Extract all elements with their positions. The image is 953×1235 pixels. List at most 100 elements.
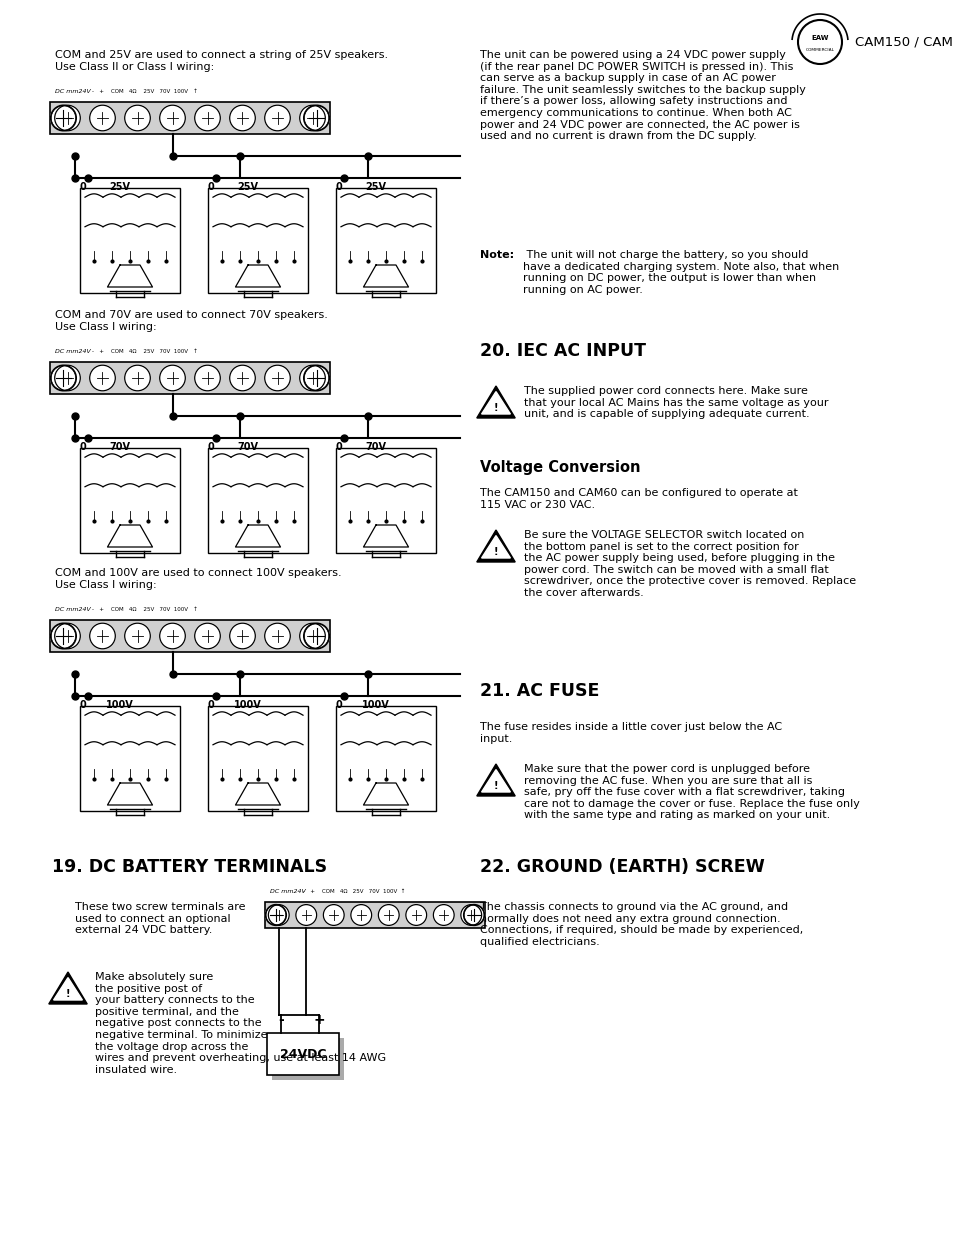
Circle shape [351, 904, 372, 925]
Circle shape [264, 366, 290, 390]
Circle shape [51, 105, 76, 131]
Circle shape [323, 904, 344, 925]
Text: 24VDC: 24VDC [279, 1047, 326, 1061]
Polygon shape [476, 387, 515, 417]
Circle shape [230, 105, 255, 131]
Text: COM and 100V are used to connect 100V speakers.
Use Class I wiring:: COM and 100V are used to connect 100V sp… [55, 568, 341, 589]
Circle shape [303, 624, 329, 648]
Bar [208, 448, 308, 553]
Circle shape [463, 904, 484, 925]
Circle shape [460, 904, 481, 925]
Text: The supplied power cord connects here. Make sure
that your local AC Mains has th: The supplied power cord connects here. M… [523, 387, 827, 419]
Circle shape [299, 366, 325, 390]
Circle shape [268, 904, 289, 925]
Text: 0: 0 [335, 182, 342, 191]
Circle shape [125, 624, 151, 648]
Text: 25V: 25V [110, 182, 131, 191]
Text: -: - [278, 1013, 284, 1028]
Circle shape [125, 366, 151, 390]
Text: 100V: 100V [106, 700, 133, 710]
Text: 0: 0 [208, 442, 214, 452]
Text: These two screw terminals are
used to connect an optional
external 24 VDC batter: These two screw terminals are used to co… [75, 902, 245, 935]
Text: 70V: 70V [237, 442, 258, 452]
Polygon shape [108, 525, 152, 547]
Bar [50, 362, 330, 394]
Bar [50, 620, 330, 652]
Text: -   +    COM   4Ω   25V   70V  100V  ↑: - + COM 4Ω 25V 70V 100V ↑ [303, 889, 405, 894]
Text: The unit can be powered using a 24 VDC power supply
(if the rear panel DC POWER : The unit can be powered using a 24 VDC p… [479, 49, 805, 141]
Circle shape [54, 105, 80, 131]
Circle shape [264, 105, 290, 131]
Text: Make sure that the power cord is unplugged before
removing the AC fuse. When you: Make sure that the power cord is unplugg… [523, 764, 859, 820]
Text: 22. GROUND (EARTH) SCREW: 22. GROUND (EARTH) SCREW [479, 858, 764, 876]
Text: CAM150 / CAM60 – 7: CAM150 / CAM60 – 7 [854, 36, 953, 48]
Text: 100V: 100V [233, 700, 262, 710]
Text: 20. IEC AC INPUT: 20. IEC AC INPUT [479, 342, 645, 359]
Circle shape [159, 366, 185, 390]
Bar [267, 1032, 338, 1074]
Text: 0: 0 [79, 182, 87, 191]
Text: DC mm24V: DC mm24V [55, 89, 91, 94]
Text: The chassis connects to ground via the AC ground, and
normally does not need any: The chassis connects to ground via the A… [479, 902, 802, 947]
Circle shape [265, 904, 286, 925]
Text: COMMERCIAL: COMMERCIAL [804, 48, 834, 52]
Text: -   +    COM   4Ω    25V   70V  100V   ↑: - + COM 4Ω 25V 70V 100V ↑ [91, 606, 197, 613]
Text: 100V: 100V [362, 700, 390, 710]
Circle shape [90, 624, 115, 648]
Circle shape [54, 366, 80, 390]
Text: 0: 0 [335, 442, 342, 452]
Circle shape [125, 105, 151, 131]
Text: 70V: 70V [365, 442, 386, 452]
Text: DC mm24V: DC mm24V [55, 606, 91, 613]
Text: 0: 0 [208, 182, 214, 191]
Bar [80, 706, 180, 811]
Circle shape [159, 624, 185, 648]
Circle shape [295, 904, 316, 925]
Bar [50, 103, 330, 135]
Text: 0: 0 [208, 700, 214, 710]
Text: The unit will not charge the battery, so you should
have a dedicated charging sy: The unit will not charge the battery, so… [522, 249, 839, 295]
Circle shape [159, 105, 185, 131]
Circle shape [303, 105, 329, 131]
Bar [208, 188, 308, 293]
Circle shape [194, 105, 220, 131]
Circle shape [230, 624, 255, 648]
Circle shape [303, 366, 329, 390]
Circle shape [405, 904, 426, 925]
Polygon shape [476, 530, 515, 562]
Circle shape [194, 366, 220, 390]
Text: !: ! [494, 403, 497, 412]
Text: COM and 70V are used to connect 70V speakers.
Use Class I wiring:: COM and 70V are used to connect 70V spea… [55, 310, 328, 332]
Text: DC mm24V: DC mm24V [270, 889, 305, 894]
Text: Be sure the VOLTAGE SELECTOR switch located on
the bottom panel is set to the co: Be sure the VOLTAGE SELECTOR switch loca… [523, 530, 855, 598]
Polygon shape [49, 972, 87, 1004]
Bar [335, 448, 436, 553]
Circle shape [299, 105, 325, 131]
Circle shape [230, 366, 255, 390]
Text: 70V: 70V [110, 442, 131, 452]
Text: +: + [313, 1013, 324, 1028]
Polygon shape [53, 978, 82, 1000]
Text: 25V: 25V [365, 182, 386, 191]
Text: Make absolutely sure
the positive post of
your battery connects to the
positive : Make absolutely sure the positive post o… [95, 972, 386, 1074]
Text: -   +    COM   4Ω    25V   70V  100V   ↑: - + COM 4Ω 25V 70V 100V ↑ [91, 350, 197, 354]
Polygon shape [363, 525, 408, 547]
Polygon shape [481, 769, 510, 792]
Bar [208, 706, 308, 811]
Circle shape [299, 624, 325, 648]
Polygon shape [108, 783, 152, 805]
Polygon shape [476, 764, 515, 797]
Text: !: ! [494, 547, 497, 557]
Bar [335, 706, 436, 811]
Polygon shape [235, 266, 280, 287]
Polygon shape [235, 783, 280, 805]
Polygon shape [363, 783, 408, 805]
Polygon shape [108, 266, 152, 287]
Text: EAW: EAW [810, 35, 828, 41]
Text: The CAM150 and CAM60 can be configured to operate at
115 VAC or 230 VAC.: The CAM150 and CAM60 can be configured t… [479, 488, 797, 510]
Text: 0: 0 [335, 700, 342, 710]
Circle shape [90, 366, 115, 390]
Text: !: ! [494, 781, 497, 790]
Text: Voltage Conversion: Voltage Conversion [479, 459, 639, 475]
Circle shape [378, 904, 398, 925]
